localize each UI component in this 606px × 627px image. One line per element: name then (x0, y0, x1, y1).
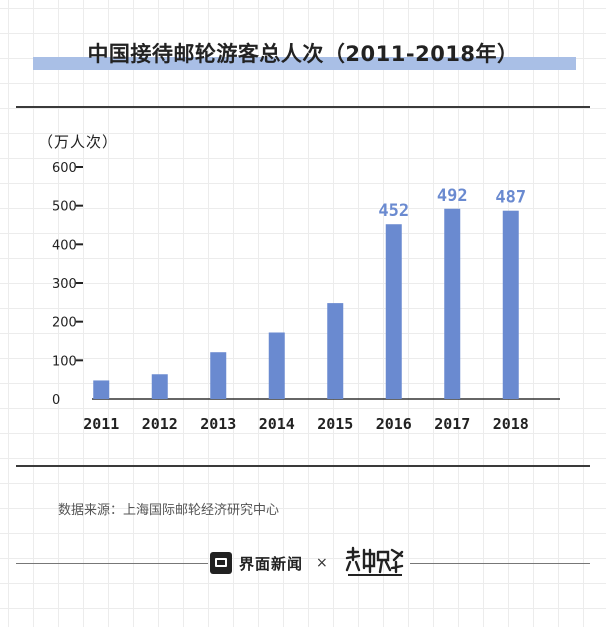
y-tick-label: 300 (52, 277, 77, 292)
x-tick-label: 2018 (493, 415, 529, 433)
jiemian-logo-icon (210, 552, 232, 574)
x-tick-label: 2014 (259, 415, 295, 433)
data-wire-logo-icon (345, 546, 404, 576)
x-tick-label: 2015 (317, 415, 353, 433)
footer-line-left (16, 563, 208, 564)
y-axis-unit-label: （万人次） (38, 133, 119, 151)
y-tick-label: 0 (52, 393, 60, 408)
bar-2011 (93, 380, 110, 399)
bar-2017 (444, 208, 461, 399)
bar-2014 (268, 332, 285, 399)
top-divider (16, 106, 590, 108)
y-tick-label: 600 (52, 161, 77, 176)
x-tick-label: 2011 (83, 415, 119, 433)
footer-line-right (410, 563, 590, 564)
title-highlight-band (33, 57, 576, 70)
bar-2012 (151, 374, 168, 399)
x-tick-label: 2013 (200, 415, 236, 433)
footer-brand: 界面新闻 × (210, 551, 328, 575)
bar-2018 (502, 210, 519, 399)
x-tick-label: 2016 (376, 415, 412, 433)
data-label-2017: 492 (437, 186, 468, 206)
y-tick-label: 500 (52, 200, 77, 215)
brand-separator: × (316, 555, 328, 571)
bar-2013 (210, 352, 227, 399)
brand-name: 界面新闻 (239, 554, 304, 573)
bottom-divider (16, 465, 590, 467)
bar-2015 (327, 303, 344, 399)
y-tick-label: 400 (52, 238, 77, 253)
data-source-note: 数据来源：上海国际邮轮经济研究中心 (58, 503, 280, 518)
y-tick-label: 200 (52, 316, 77, 331)
x-tick-label: 2012 (142, 415, 178, 433)
y-tick-label: 100 (52, 354, 77, 369)
data-label-2016: 452 (378, 201, 409, 221)
x-tick-label: 2017 (434, 415, 470, 433)
bar-2016 (385, 224, 402, 399)
chart-title: 中国接待邮轮游客总人次（2011-2018年） (87, 42, 519, 66)
data-label-2018: 487 (495, 188, 526, 208)
